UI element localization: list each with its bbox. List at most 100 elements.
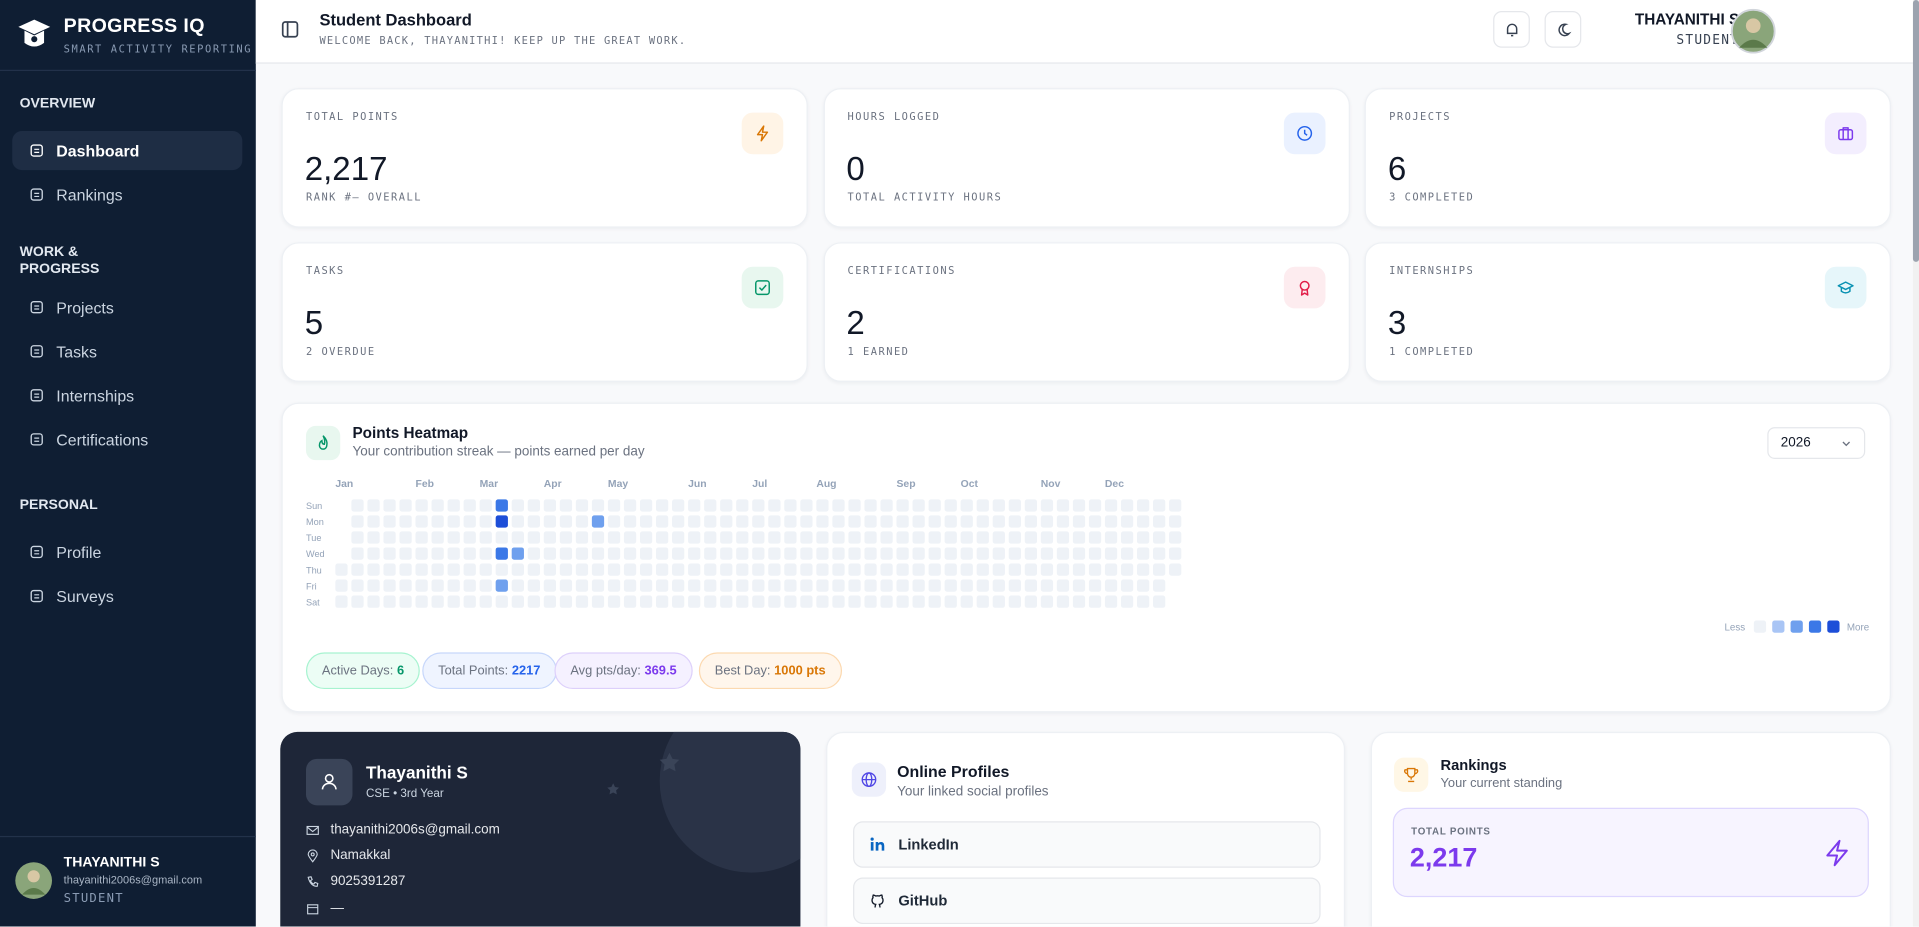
user-avatar — [15, 862, 53, 899]
heatmap-cell — [575, 595, 589, 608]
heatmap-cell — [816, 515, 829, 528]
heatmap-cell — [656, 499, 669, 512]
heatmap-cell — [864, 531, 877, 544]
nav-item[interactable]: Projects — [12, 288, 242, 327]
stat-glyph — [1299, 280, 1310, 296]
heatmap-cell — [399, 499, 412, 512]
heatmap-cell — [1120, 563, 1134, 576]
profile-date: — — [330, 900, 344, 916]
profile-link[interactable]: LinkedIn — [853, 821, 1321, 868]
summary-value: 2217 — [511, 663, 541, 679]
heatmap-cell — [1153, 579, 1166, 592]
heatmap-cell — [672, 595, 685, 608]
heatmap-cell — [976, 579, 989, 592]
heatmap-cell — [479, 595, 492, 608]
heatmap-cell — [415, 579, 428, 592]
legend-swatch — [1753, 620, 1767, 633]
scrollbar-thumb[interactable] — [1912, 0, 1919, 262]
legend-more: More — [1847, 622, 1869, 633]
heatmap-cell — [607, 579, 621, 592]
heatmap-cell — [1056, 547, 1070, 560]
sidebar-toggle[interactable] — [281, 21, 299, 38]
heatmap-cell — [848, 531, 861, 544]
heatmap-cell — [511, 499, 524, 512]
heatmap-cell — [1072, 563, 1086, 576]
heatmap-cell — [816, 595, 829, 608]
heatmap-cell — [880, 579, 893, 592]
stat-glyph — [755, 280, 770, 296]
nav-item[interactable]: Rankings — [12, 175, 242, 214]
nav-item[interactable]: Surveys — [12, 576, 242, 615]
heatmap-cell — [559, 531, 573, 544]
heatmap-cell — [511, 595, 524, 608]
heatmap-cell — [736, 595, 749, 608]
stat-value: 3 — [1387, 304, 1407, 342]
heatmap-card: Points Heatmap Your contribution streak … — [281, 402, 1891, 713]
heatmap-cell — [543, 579, 557, 592]
heatmap-cell — [784, 595, 797, 608]
nav-item[interactable]: Internships — [12, 376, 242, 415]
online-profiles-subtitle: Your linked social profiles — [897, 784, 1049, 800]
brand-tagline: SMART ACTIVITY REPORTING — [63, 44, 253, 57]
heatmap-cell — [800, 579, 813, 592]
heatmap-cell — [1040, 515, 1054, 528]
nav-item[interactable]: Profile — [12, 532, 242, 571]
heatmap-cell — [1104, 515, 1118, 528]
stat-glyph — [756, 125, 769, 142]
nav-item[interactable]: Dashboard — [12, 130, 243, 171]
heatmap-cell — [463, 499, 476, 512]
heatmap-cell — [848, 563, 861, 576]
heatmap-cell — [672, 563, 685, 576]
heatmap-cell — [1088, 515, 1102, 528]
page-title: Student Dashboard — [319, 11, 472, 30]
heatmap-cell — [399, 531, 412, 544]
month-label: Apr — [544, 479, 562, 490]
notifications-button[interactable] — [1493, 11, 1530, 48]
header-avatar[interactable] — [1730, 8, 1776, 54]
profile-link[interactable]: GitHub — [853, 877, 1321, 925]
profile-location: Namakkal — [330, 848, 391, 863]
heatmap-cell — [559, 595, 573, 608]
heatmap-cell — [463, 579, 476, 592]
heatmap-cell — [623, 595, 637, 608]
heatmap-cell — [575, 515, 589, 528]
heatmap-cell — [383, 531, 396, 544]
nav-item[interactable]: Certifications — [12, 420, 242, 459]
day-label: Wed — [306, 549, 325, 559]
heatmap-cell — [367, 579, 380, 592]
heatmap-cell — [479, 531, 492, 544]
heatmap-cell — [575, 499, 589, 512]
heatmap-cell — [656, 515, 669, 528]
heatmap-cell — [1137, 499, 1150, 512]
nav-item[interactable]: Tasks — [12, 332, 242, 371]
stat-value: 2 — [846, 304, 865, 342]
heatmap-cell — [720, 579, 733, 592]
summary-label: Avg pts/day: — [570, 663, 641, 679]
heatmap-cell — [1072, 595, 1086, 608]
nav-icon — [30, 144, 43, 157]
summary-label: Best Day: — [714, 663, 771, 679]
heatmap-cell — [447, 595, 460, 608]
heatmap-cell — [928, 579, 941, 592]
year-select[interactable]: 2026 — [1767, 427, 1866, 459]
heatmap-cell — [1104, 531, 1118, 544]
heatmap-cell — [1072, 499, 1086, 512]
heatmap-subtitle: Your contribution streak — points earned… — [352, 444, 645, 459]
heatmap-cell — [768, 515, 781, 528]
heatmap-cell — [992, 547, 1005, 560]
legend-less: Less — [1724, 622, 1745, 633]
nav-label: Surveys — [56, 586, 114, 606]
heatmap-cell — [800, 563, 813, 576]
heatmap-cell — [1104, 595, 1118, 608]
heatmap-cell — [479, 515, 492, 528]
theme-toggle[interactable] — [1544, 11, 1582, 48]
month-label: Feb — [416, 479, 434, 490]
heatmap-cell — [992, 531, 1005, 544]
heatmap-cell — [607, 595, 621, 608]
heatmap-cell — [672, 515, 685, 528]
heatmap-cell — [896, 499, 909, 512]
brand-name: PROGRESS IQ — [63, 15, 205, 37]
sidebar: PROGRESS IQ SMART ACTIVITY REPORTING OVE… — [0, 0, 256, 927]
heatmap-cell — [912, 531, 925, 544]
heatmap-cell — [559, 515, 573, 528]
